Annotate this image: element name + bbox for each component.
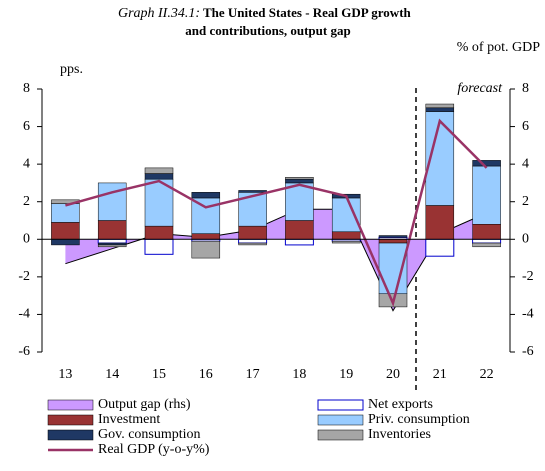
x-tick-label: 13 xyxy=(58,367,72,382)
y-tick-label: 2 xyxy=(23,194,30,209)
bar xyxy=(238,238,268,244)
legend-swatch xyxy=(317,429,364,441)
bar xyxy=(285,220,314,240)
bar xyxy=(238,192,267,227)
bar xyxy=(144,173,174,180)
y-tick-label: -2 xyxy=(18,269,30,284)
y2-axis-label: % of pot. GDP xyxy=(457,40,540,55)
annotation: forecast xyxy=(457,81,503,96)
x-tick-label: 20 xyxy=(386,367,400,382)
x-tick-label: 14 xyxy=(105,367,119,382)
bar xyxy=(191,233,221,240)
bar xyxy=(238,190,267,193)
legend-label: Investment xyxy=(98,412,160,427)
legend-swatch xyxy=(47,429,94,441)
bar xyxy=(191,197,221,234)
bar xyxy=(378,239,408,244)
legend-label: Inventories xyxy=(368,427,431,442)
output-gap-outline xyxy=(65,208,487,312)
bar xyxy=(97,242,127,246)
x-tick-label: 15 xyxy=(152,367,166,382)
graph-label: Graph II.34.1: xyxy=(118,6,200,21)
y2-tick-label: 8 xyxy=(522,81,529,96)
bar xyxy=(51,203,80,223)
bar xyxy=(97,244,127,248)
y-tick-label: 6 xyxy=(23,119,30,134)
bar xyxy=(425,107,455,112)
bar xyxy=(144,225,174,240)
y-axis-label: pps. xyxy=(60,62,83,77)
bar xyxy=(51,239,80,246)
legend-label: Output gap (rhs) xyxy=(98,397,191,412)
chart-title: The United States - Real GDP growth xyxy=(203,5,412,20)
bar xyxy=(51,222,80,240)
bar xyxy=(285,178,314,184)
legend-swatch xyxy=(317,399,364,411)
bar xyxy=(472,160,501,167)
bar xyxy=(191,192,221,199)
bar xyxy=(378,235,408,238)
y-tick-label: -6 xyxy=(18,344,30,359)
bar xyxy=(472,238,502,244)
bar xyxy=(191,240,221,259)
bar xyxy=(97,238,127,244)
bar xyxy=(144,238,174,255)
x-tick-label: 17 xyxy=(246,367,260,382)
bar xyxy=(472,224,501,240)
x-tick-label: 16 xyxy=(199,367,213,382)
y2-tick-label: 6 xyxy=(522,119,529,134)
bar xyxy=(425,103,455,109)
x-tick-label: 22 xyxy=(480,367,494,382)
bar xyxy=(472,242,501,248)
bar xyxy=(331,240,361,244)
legend-label: Priv. consumption xyxy=(368,412,470,427)
bar xyxy=(331,197,361,233)
legend-swatch xyxy=(47,414,94,426)
bar xyxy=(425,238,455,257)
legend-swatch xyxy=(47,399,94,411)
legend-label: Net exports xyxy=(368,397,433,412)
y2-tick-label: -4 xyxy=(522,307,534,322)
legend-swatch xyxy=(317,414,364,426)
gdp-line xyxy=(65,118,488,307)
bar xyxy=(97,182,127,221)
bar xyxy=(285,182,314,221)
bar xyxy=(285,177,314,180)
x-tick-label: 19 xyxy=(339,367,353,382)
y-tick-label: 8 xyxy=(23,81,30,96)
x-tick-label: 21 xyxy=(433,367,447,382)
y2-tick-label: -2 xyxy=(522,269,534,284)
bar xyxy=(144,167,174,174)
x-tick-label: 18 xyxy=(292,367,306,382)
bar xyxy=(331,231,361,240)
bar xyxy=(238,242,267,246)
y-tick-label: -4 xyxy=(18,307,30,322)
legend-label: Real GDP (y-o-y%) xyxy=(98,442,210,457)
bar xyxy=(238,225,267,240)
bar xyxy=(472,165,501,225)
y-tick-label: 4 xyxy=(23,156,30,171)
chart-title: and contributions, output gap xyxy=(185,23,350,38)
y2-tick-label: 4 xyxy=(522,156,529,171)
legend-label: Gov. consumption xyxy=(98,427,201,442)
y2-tick-label: 2 xyxy=(522,194,529,209)
y-tick-label: 0 xyxy=(23,232,30,247)
y2-tick-label: -6 xyxy=(522,344,534,359)
bar xyxy=(284,238,314,246)
bar xyxy=(97,220,127,240)
y2-tick-label: 0 xyxy=(522,232,529,247)
bar xyxy=(425,205,455,240)
